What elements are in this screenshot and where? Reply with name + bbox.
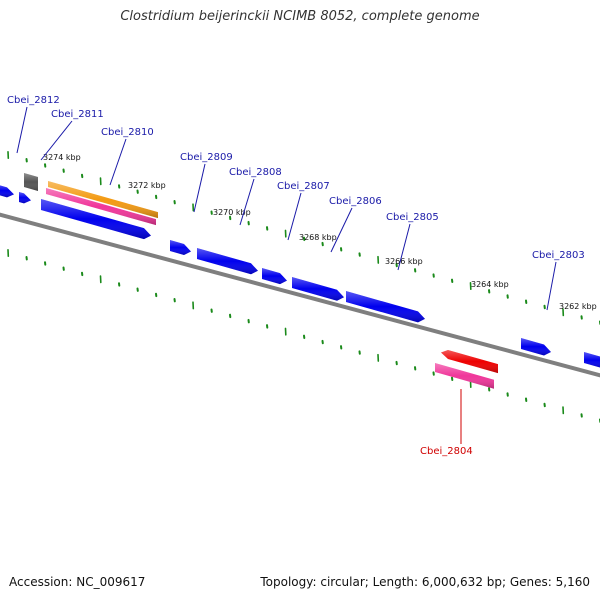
- gene-label-leader-line: [40, 120, 73, 161]
- gene-arrow-blue-shading: [197, 248, 258, 275]
- gene-arrow-blue-shading: [346, 291, 425, 323]
- gene-box-pink-shading: [435, 363, 494, 389]
- gene-arrow-blue-shading: [292, 277, 344, 301]
- gene-box-orange-shading: [48, 181, 158, 219]
- gene-box-grey-shading: [24, 173, 38, 191]
- gene-label-cbei-2805[interactable]: Cbei_2805: [386, 212, 439, 223]
- gene-label-cbei-2810[interactable]: Cbei_2810: [101, 127, 154, 138]
- gene-label-leader-line: [239, 178, 255, 226]
- gene-arrow-blue-shading: [584, 352, 600, 368]
- gene-arrow-blue-shading: [41, 199, 151, 240]
- gene-label-leader-line: [16, 106, 28, 154]
- gene-label-cbei-2811[interactable]: Cbei_2811: [51, 109, 104, 120]
- gene-label-cbei-2812[interactable]: Cbei_2812: [7, 95, 60, 106]
- scale-label: 3270 kbp: [213, 208, 251, 217]
- gene-arrow-blue-shading: [262, 268, 287, 285]
- gene-label-leader-line: [330, 207, 353, 253]
- genome-summary-text: Topology: circular; Length: 6,000,632 bp…: [260, 575, 590, 589]
- gene-label-leader-line: [109, 138, 127, 186]
- gene-label-cbei-2803[interactable]: Cbei_2803: [532, 250, 585, 261]
- scale-label: 3268 kbp: [299, 233, 337, 242]
- scale-label: 3274 kbp: [43, 153, 81, 162]
- genome-title: Clostridium beijerinckii NCIMB 8052, com…: [120, 9, 480, 24]
- genome-backbone: [0, 212, 600, 378]
- gene-label-cbei-2808[interactable]: Cbei_2808: [229, 167, 282, 178]
- scale-label: 3262 kbp: [559, 302, 597, 311]
- scale-label: 3264 kbp: [471, 280, 509, 289]
- gene-label-leader-line: [193, 163, 206, 213]
- gene-arrow-red-shading: [441, 349, 498, 374]
- gene-label-cbei-2806[interactable]: Cbei_2806: [329, 196, 382, 207]
- gene-label-leader-line: [287, 192, 302, 241]
- gene-arrow-blue-shading: [521, 338, 551, 356]
- gene-label-cbei-2807[interactable]: Cbei_2807: [277, 181, 330, 192]
- gene-arrow-blue-shading: [170, 240, 191, 255]
- gene-box-pink-shading: [46, 188, 156, 226]
- gene-label-cbei-2804[interactable]: Cbei_2804: [420, 446, 473, 457]
- accession-text: Accession: NC_009617: [9, 575, 146, 589]
- scale-label: 3272 kbp: [128, 181, 166, 190]
- gene-label-leader-line: [546, 261, 557, 311]
- scale-label: 3266 kbp: [385, 257, 423, 266]
- gene-arrow-blue-shading: [0, 185, 14, 198]
- gene-arrow-blue-shading: [19, 192, 31, 204]
- gene-label-leader-line: [397, 223, 411, 271]
- gene-label-cbei-2809[interactable]: Cbei_2809: [180, 152, 233, 163]
